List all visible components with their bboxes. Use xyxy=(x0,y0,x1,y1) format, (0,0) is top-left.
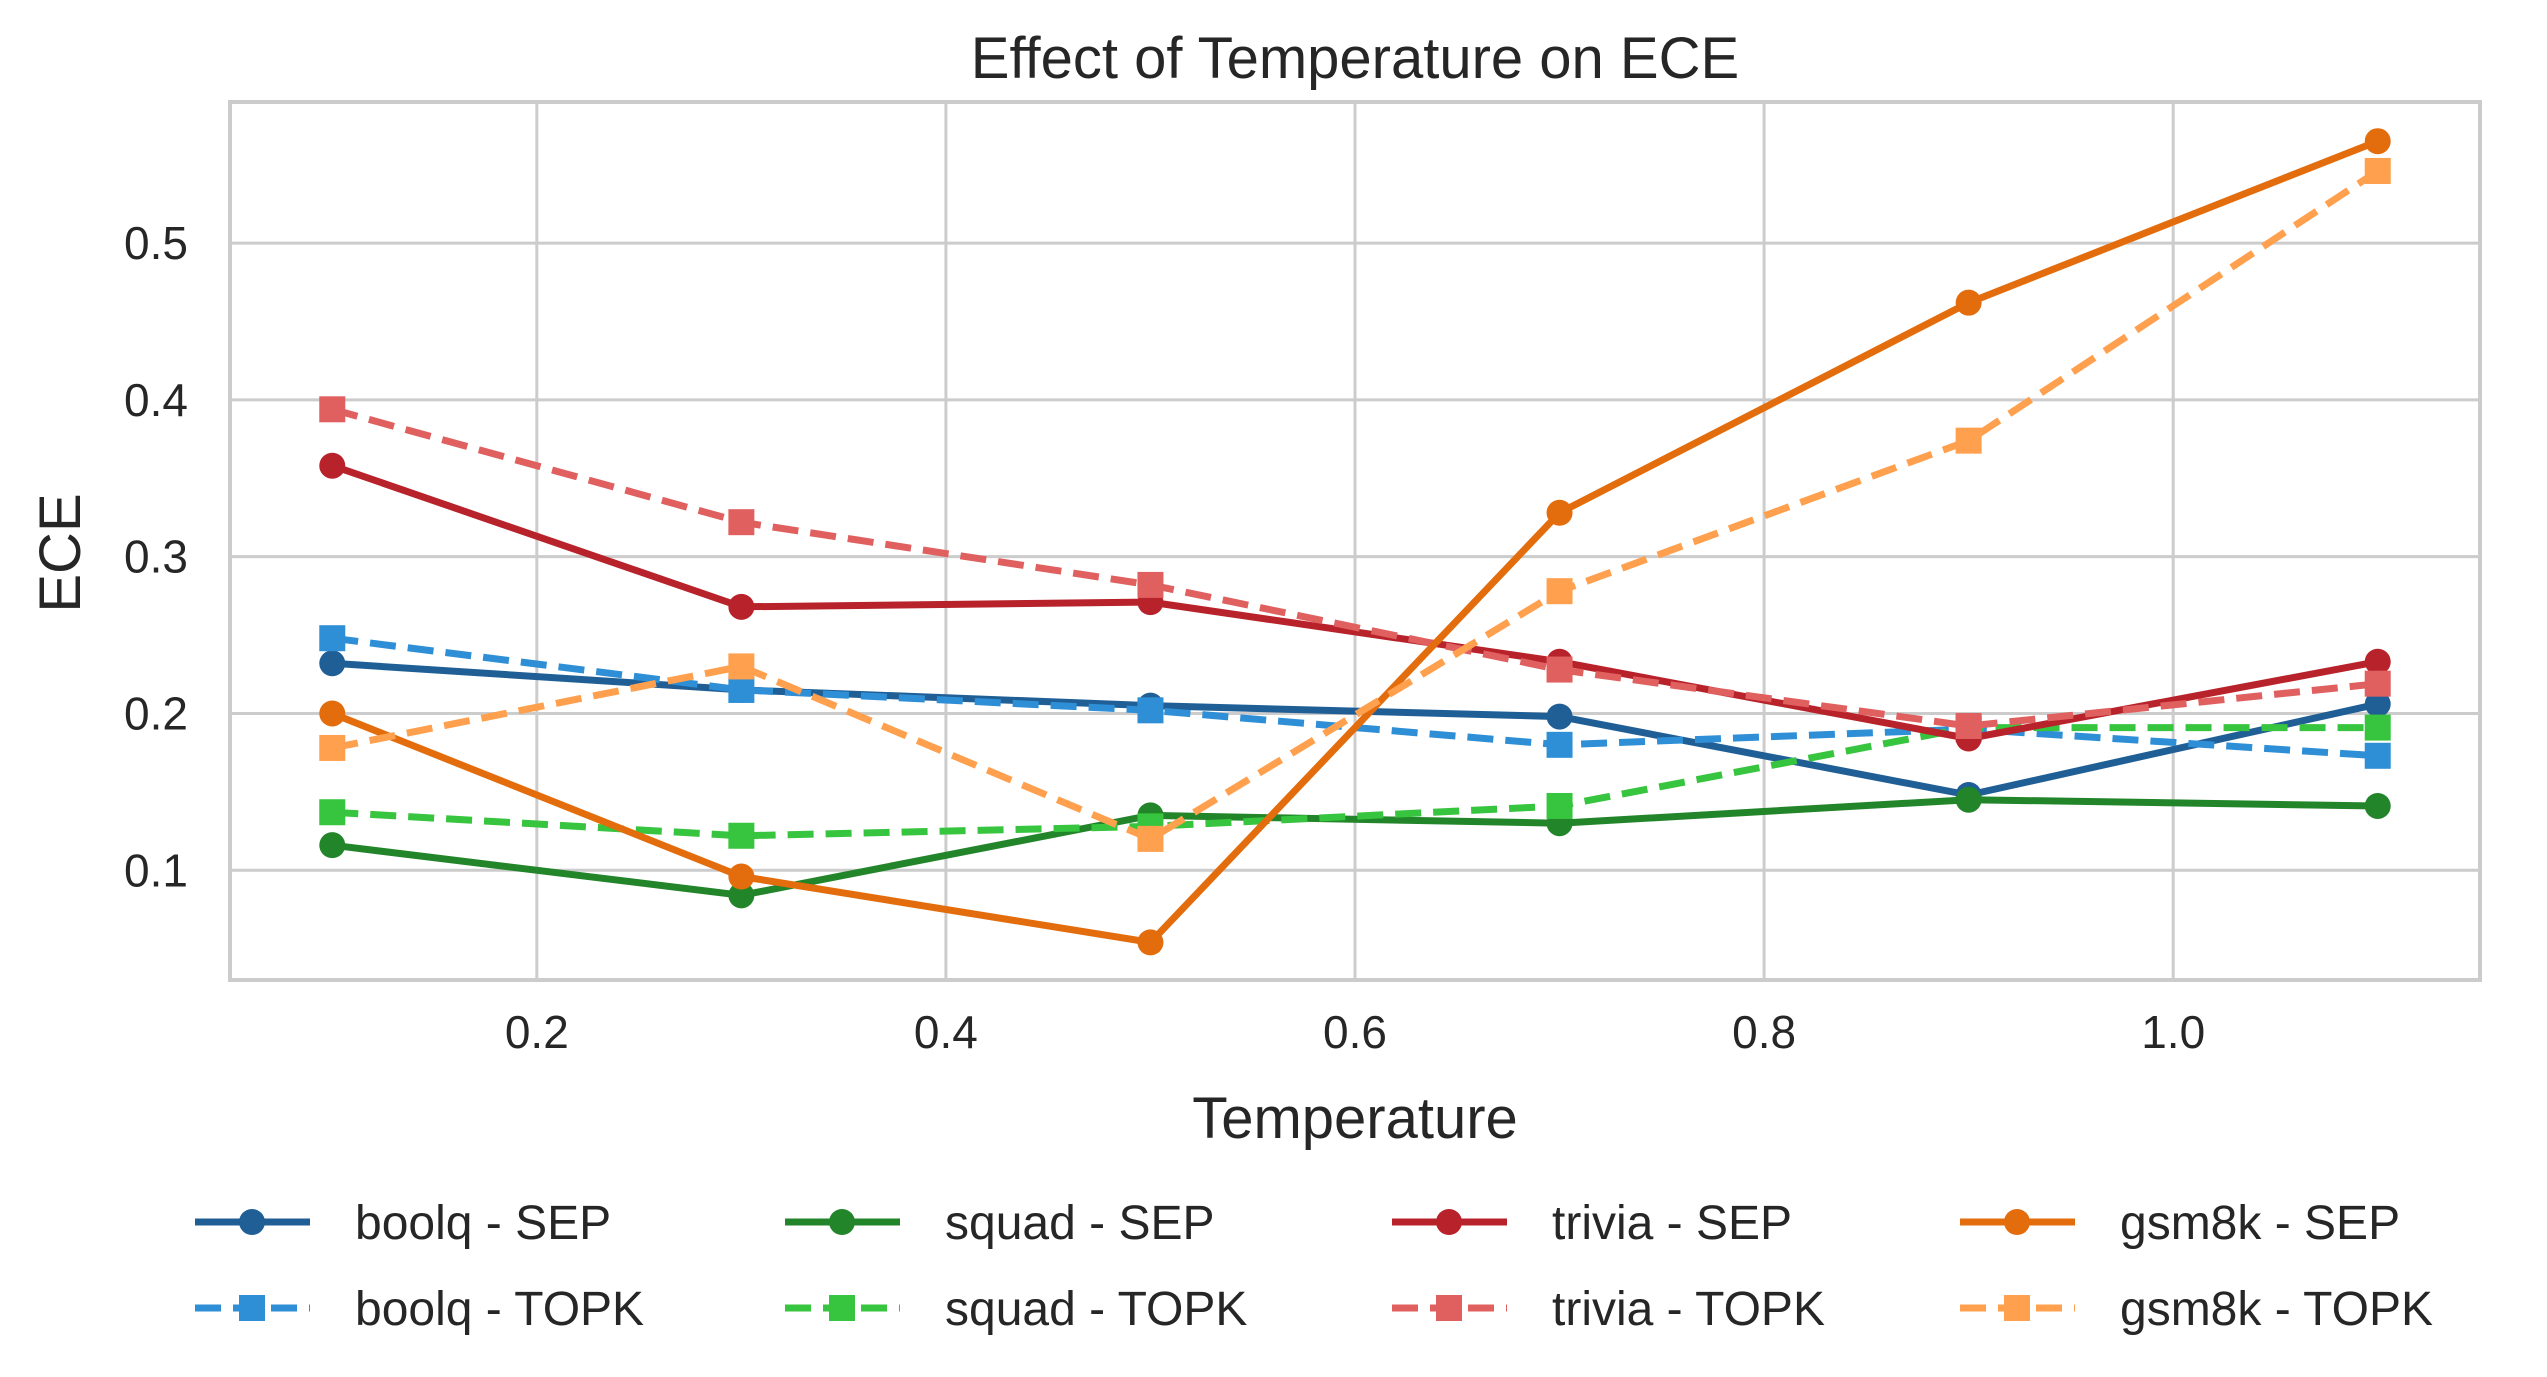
data-point xyxy=(728,509,755,536)
legend: boolq - SEP boolq - TOPK squad - SEP squad … xyxy=(195,1197,2433,1336)
data-point xyxy=(319,734,346,761)
data-point xyxy=(1955,713,1982,740)
y-tick-label: 0.2 xyxy=(124,687,188,739)
x-tick-label: 1.0 xyxy=(2141,1006,2205,1058)
x-tick-label: 0.4 xyxy=(914,1006,978,1058)
series-trivia-topk xyxy=(319,396,2391,740)
legend-entry: boolq - TOPK xyxy=(195,1283,644,1336)
data-point xyxy=(728,863,755,890)
legend-marker xyxy=(2004,1295,2030,1321)
data-point xyxy=(319,832,346,859)
data-point xyxy=(1546,792,1573,819)
legend-label: gsm8k - TOPK xyxy=(2120,1283,2433,1336)
legend-marker xyxy=(829,1209,855,1235)
legend-entry: trivia - SEP xyxy=(1392,1197,1792,1250)
legend-entry: boolq - SEP xyxy=(195,1197,611,1250)
legend-label: trivia - TOPK xyxy=(1552,1283,1825,1336)
legend-marker xyxy=(1436,1295,1462,1321)
data-point xyxy=(728,882,755,909)
data-point xyxy=(1137,929,1164,956)
legend-marker xyxy=(2004,1209,2030,1235)
data-point xyxy=(1546,703,1573,730)
data-point xyxy=(2364,691,2391,718)
data-point xyxy=(319,650,346,677)
legend-entry: squad - SEP xyxy=(785,1197,1214,1250)
legend-marker xyxy=(1436,1209,1462,1235)
data-point xyxy=(2364,714,2391,741)
series-line xyxy=(331,137,2379,946)
data-point xyxy=(728,822,755,849)
x-tick-label: 0.2 xyxy=(505,1006,569,1058)
data-point xyxy=(2364,742,2391,769)
data-point xyxy=(2364,157,2391,184)
plot-frame xyxy=(228,100,2482,982)
x-axis-label: Temperature xyxy=(1192,1086,1518,1151)
tick-labels: 0.2 0.4 0.6 0.8 1.0 0.1 0.2 0.3 0.4 0.5 xyxy=(124,217,2205,1058)
legend-marker xyxy=(239,1295,265,1321)
data-point xyxy=(1546,499,1573,526)
data-point xyxy=(319,799,346,826)
series-line xyxy=(331,405,2379,730)
y-tick-label: 0.1 xyxy=(124,844,188,896)
data-point xyxy=(319,700,346,727)
data-point xyxy=(1137,825,1164,852)
data-point xyxy=(1955,427,1982,454)
data-point xyxy=(2364,792,2391,819)
legend-label: squad - SEP xyxy=(945,1197,1214,1250)
legend-entry: gsm8k - SEP xyxy=(1960,1197,2400,1250)
data-point xyxy=(2364,648,2391,675)
data-point xyxy=(1137,571,1164,598)
x-tick-label: 0.6 xyxy=(1323,1006,1387,1058)
data-point xyxy=(1546,578,1573,605)
series-line xyxy=(331,796,2378,899)
legend-marker xyxy=(829,1295,855,1321)
data-point xyxy=(728,653,755,680)
y-axis-label: ECE xyxy=(28,493,93,612)
data-point xyxy=(319,452,346,479)
y-tick-label: 0.3 xyxy=(124,531,188,583)
legend-entry: gsm8k - TOPK xyxy=(1960,1283,2433,1336)
data-point xyxy=(2364,670,2391,697)
series-gsm8k-sep xyxy=(319,128,2391,956)
data-point xyxy=(1546,731,1573,758)
data-point xyxy=(728,676,755,703)
series-layer xyxy=(319,128,2391,956)
data-point xyxy=(1955,786,1982,813)
series-line xyxy=(331,462,2379,742)
legend-label: squad - TOPK xyxy=(945,1283,1247,1336)
series-line xyxy=(331,168,2380,843)
data-point xyxy=(319,625,346,652)
legend-marker xyxy=(239,1209,265,1235)
legend-label: trivia - SEP xyxy=(1552,1197,1792,1250)
chart-title: Effect of Temperature on ECE xyxy=(971,26,1739,91)
legend-label: gsm8k - SEP xyxy=(2120,1197,2400,1250)
data-point xyxy=(2364,128,2391,155)
data-point xyxy=(319,396,346,423)
legend-entry: trivia - TOPK xyxy=(1392,1283,1825,1336)
data-point xyxy=(1955,289,1982,316)
series-gsm8k-topk xyxy=(319,157,2391,852)
legend-label: boolq - SEP xyxy=(355,1197,611,1250)
y-tick-label: 0.5 xyxy=(124,217,188,269)
legend-entry: squad - TOPK xyxy=(785,1283,1247,1336)
data-point xyxy=(1546,656,1573,683)
x-tick-label: 0.8 xyxy=(1732,1006,1796,1058)
legend-label: boolq - TOPK xyxy=(355,1283,644,1336)
y-tick-label: 0.4 xyxy=(124,374,188,426)
data-point xyxy=(1137,697,1164,724)
data-point xyxy=(728,593,755,620)
